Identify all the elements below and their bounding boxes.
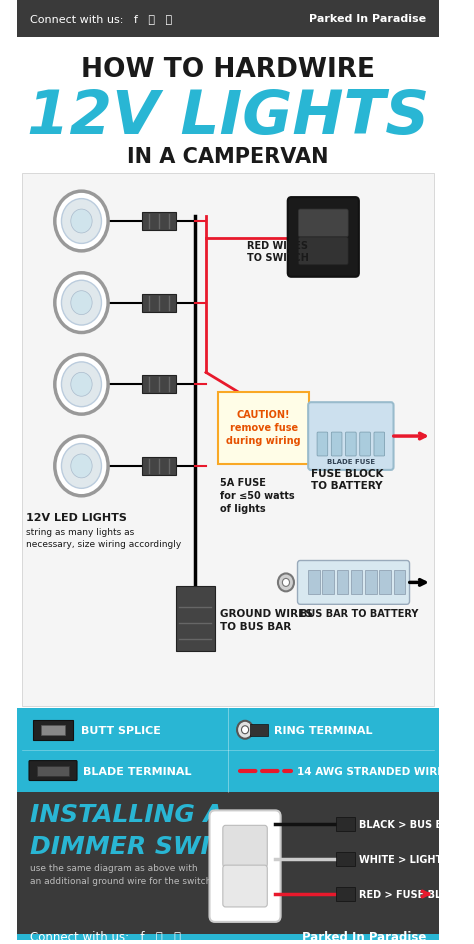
FancyBboxPatch shape	[308, 403, 393, 470]
Text: Connect with us:   f   ⓘ   ⓟ: Connect with us: f ⓘ ⓟ	[30, 14, 172, 24]
FancyBboxPatch shape	[299, 210, 348, 238]
Text: Parked In Paradise: Parked In Paradise	[310, 14, 427, 24]
Text: BUS BAR TO BATTERY: BUS BAR TO BATTERY	[300, 609, 419, 618]
FancyBboxPatch shape	[346, 432, 356, 457]
FancyBboxPatch shape	[365, 571, 377, 595]
Text: 5A FUSE
for ≤50 watts
of lights: 5A FUSE for ≤50 watts of lights	[220, 477, 295, 514]
FancyBboxPatch shape	[18, 708, 439, 793]
FancyBboxPatch shape	[331, 432, 342, 457]
Circle shape	[241, 726, 248, 733]
Circle shape	[62, 199, 101, 244]
Circle shape	[62, 281, 101, 326]
Text: BLADE FUSE: BLADE FUSE	[327, 459, 375, 464]
FancyBboxPatch shape	[336, 887, 356, 901]
Text: RED > FUSE BLOCK: RED > FUSE BLOCK	[359, 889, 464, 899]
Circle shape	[55, 192, 108, 252]
FancyBboxPatch shape	[223, 825, 267, 868]
Text: CAUTION!
remove fuse
during wiring: CAUTION! remove fuse during wiring	[227, 410, 301, 446]
Text: BLADE TERMINAL: BLADE TERMINAL	[83, 766, 192, 776]
Text: string as many lights as
necessary, size wiring accordingly: string as many lights as necessary, size…	[27, 527, 182, 548]
FancyBboxPatch shape	[351, 571, 363, 595]
Text: 12V LIGHTS: 12V LIGHTS	[27, 88, 429, 147]
FancyBboxPatch shape	[250, 724, 268, 736]
FancyBboxPatch shape	[29, 761, 77, 781]
Text: WHITE > LIGHTS: WHITE > LIGHTS	[359, 854, 449, 865]
Text: FUSE BLOCK
TO BATTERY: FUSE BLOCK TO BATTERY	[311, 468, 383, 490]
FancyBboxPatch shape	[288, 198, 359, 278]
FancyBboxPatch shape	[18, 0, 439, 38]
FancyBboxPatch shape	[299, 238, 348, 265]
FancyBboxPatch shape	[298, 561, 410, 605]
FancyBboxPatch shape	[219, 393, 309, 464]
Circle shape	[62, 362, 101, 407]
FancyBboxPatch shape	[337, 571, 348, 595]
FancyBboxPatch shape	[142, 212, 176, 230]
Circle shape	[237, 721, 253, 739]
Text: IN A CAMPERVAN: IN A CAMPERVAN	[128, 147, 329, 167]
FancyBboxPatch shape	[223, 866, 267, 907]
FancyBboxPatch shape	[336, 852, 356, 867]
FancyBboxPatch shape	[308, 571, 320, 595]
FancyBboxPatch shape	[33, 720, 73, 740]
FancyBboxPatch shape	[22, 174, 435, 706]
FancyBboxPatch shape	[393, 571, 405, 595]
FancyBboxPatch shape	[379, 571, 391, 595]
FancyBboxPatch shape	[37, 766, 69, 776]
FancyBboxPatch shape	[18, 793, 439, 934]
FancyBboxPatch shape	[176, 587, 215, 651]
Circle shape	[283, 579, 290, 587]
FancyBboxPatch shape	[142, 295, 176, 312]
Text: BLACK > BUS BAR: BLACK > BUS BAR	[359, 819, 458, 830]
FancyBboxPatch shape	[322, 571, 334, 595]
Circle shape	[62, 444, 101, 489]
FancyBboxPatch shape	[41, 725, 65, 735]
FancyBboxPatch shape	[336, 818, 356, 832]
FancyBboxPatch shape	[374, 432, 384, 457]
Circle shape	[278, 574, 294, 592]
Circle shape	[71, 210, 92, 234]
Text: 14 AWG STRANDED WIRE: 14 AWG STRANDED WIRE	[297, 766, 444, 776]
FancyBboxPatch shape	[142, 458, 176, 476]
Circle shape	[55, 436, 108, 497]
Circle shape	[71, 373, 92, 396]
FancyBboxPatch shape	[317, 432, 328, 457]
Text: BUTT SPLICE: BUTT SPLICE	[82, 725, 161, 735]
Circle shape	[71, 292, 92, 315]
Text: INSTALLING A: INSTALLING A	[30, 802, 223, 827]
FancyBboxPatch shape	[142, 376, 176, 394]
Text: DIMMER SWITCH: DIMMER SWITCH	[30, 834, 266, 858]
Text: use the same diagram as above with
an additional ground wire for the switch: use the same diagram as above with an ad…	[30, 863, 211, 885]
Circle shape	[55, 355, 108, 414]
Text: Parked In Paradise: Parked In Paradise	[302, 931, 427, 943]
FancyBboxPatch shape	[360, 432, 370, 457]
Text: RED WIRES
TO SWITCH: RED WIRES TO SWITCH	[247, 241, 309, 262]
Text: 12V LED LIGHTS: 12V LED LIGHTS	[27, 513, 127, 522]
Circle shape	[55, 274, 108, 333]
Text: HOW TO HARDWIRE: HOW TO HARDWIRE	[81, 57, 375, 83]
Text: Connect with us:   f   ⓘ   ⓟ: Connect with us: f ⓘ ⓟ	[30, 931, 181, 943]
FancyBboxPatch shape	[18, 934, 439, 940]
Circle shape	[71, 454, 92, 479]
Text: GROUND WIRES
TO BUS BAR: GROUND WIRES TO BUS BAR	[220, 608, 313, 632]
Text: RING TERMINAL: RING TERMINAL	[273, 725, 372, 735]
FancyBboxPatch shape	[210, 811, 281, 922]
